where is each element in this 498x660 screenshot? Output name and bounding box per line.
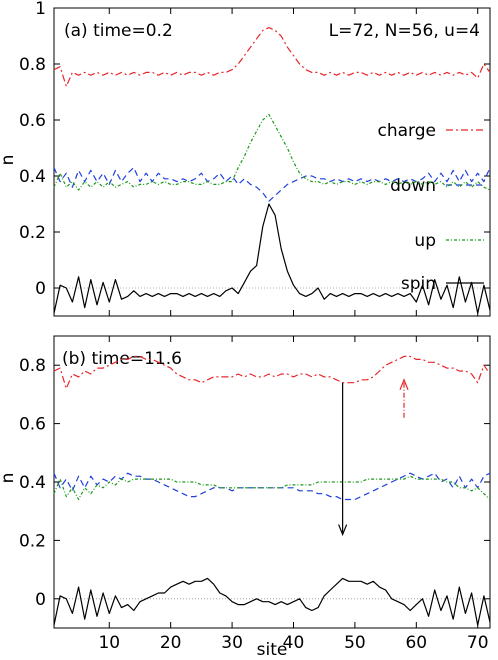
x-axis-label: site	[257, 640, 288, 660]
y-tick-label: 0.2	[19, 531, 46, 551]
plot-frame	[53, 335, 491, 629]
legend-label-up: up	[414, 231, 436, 251]
panel-b: (b) time=11.6 n site 00.20.40.60.810 20 30…	[0, 335, 491, 660]
series-line-down	[53, 167, 491, 202]
x-tick-label: 30	[221, 633, 243, 653]
series-line-spin	[53, 577, 491, 626]
x-tick-label: 10	[98, 633, 120, 653]
y-tick-label: 0.2	[19, 223, 46, 243]
legend: charge down up spin	[378, 121, 484, 294]
legend-label-down: down	[390, 176, 436, 196]
series-line-up	[53, 113, 491, 191]
y-tick-label: 0.4	[19, 167, 46, 187]
series-line-spin	[53, 203, 491, 314]
y-tick-label: 0	[35, 279, 46, 299]
y-tick-label: 0	[35, 590, 46, 610]
y-tick-label: 0.8	[19, 356, 46, 376]
series-line-charge	[53, 27, 491, 88]
x-tick-label: 40	[283, 633, 305, 653]
y-tick-label: 1	[35, 0, 46, 19]
plot-frame	[53, 7, 491, 317]
panel-label: (a) time=0.2	[64, 21, 173, 41]
panel-a: (a) time=0.2 L=72, N=56, u=4 n charge do…	[0, 0, 491, 317]
arrow-head	[399, 378, 409, 391]
arrow-head	[338, 524, 348, 537]
x-tick-label: 70	[467, 633, 489, 653]
y-tick-label: 0.8	[19, 55, 46, 75]
y-axis-label: n	[0, 155, 18, 166]
series-line-charge	[53, 355, 491, 390]
x-tick-label: 50	[344, 633, 366, 653]
series-line-down	[53, 472, 491, 501]
x-tick-label: 60	[405, 633, 427, 653]
y-tick-label: 0.6	[19, 111, 46, 131]
legend-label-spin: spin	[401, 274, 436, 294]
legend-label-charge: charge	[378, 121, 436, 141]
params-label: L=72, N=56, u=4	[329, 21, 480, 41]
y-tick-label: 0.6	[19, 415, 46, 435]
series-line-up	[53, 475, 491, 501]
y-axis-label: n	[0, 473, 18, 484]
y-tick-label: 0.4	[19, 473, 46, 493]
x-tick-label: 20	[160, 633, 182, 653]
